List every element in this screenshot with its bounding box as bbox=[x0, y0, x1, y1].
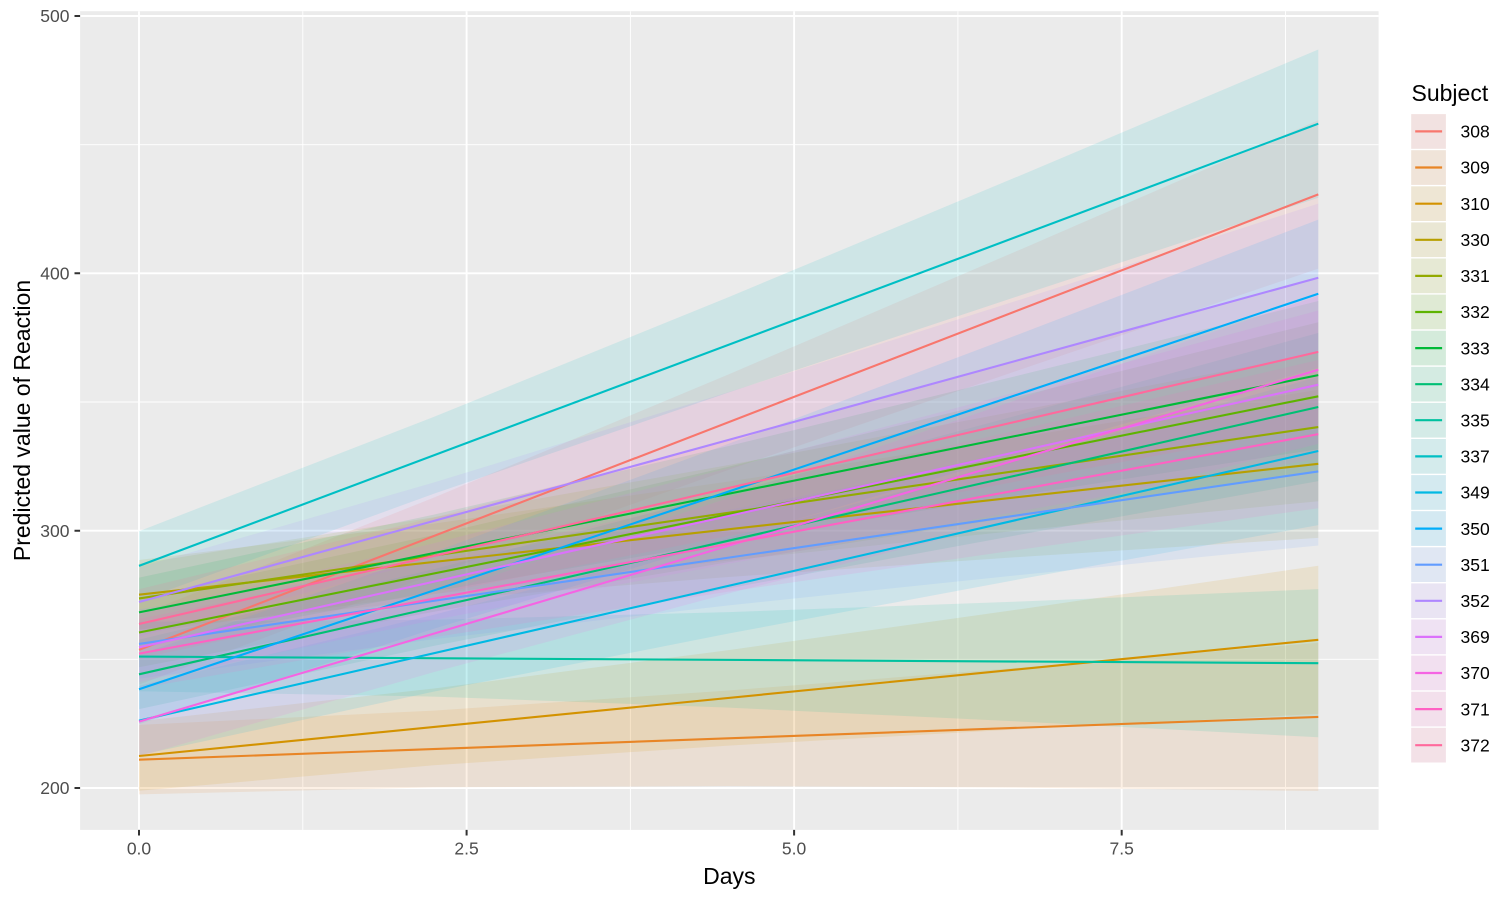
svg-text:2.5: 2.5 bbox=[454, 839, 478, 859]
svg-text:400: 400 bbox=[40, 264, 69, 284]
svg-text:Subject: Subject bbox=[1412, 80, 1489, 106]
svg-text:7.5: 7.5 bbox=[1110, 839, 1134, 859]
svg-text:334: 334 bbox=[1461, 374, 1490, 394]
svg-text:0.0: 0.0 bbox=[127, 839, 152, 859]
svg-text:350: 350 bbox=[1461, 519, 1490, 539]
svg-text:5.0: 5.0 bbox=[782, 839, 807, 859]
svg-text:331: 331 bbox=[1461, 266, 1490, 286]
svg-text:330: 330 bbox=[1461, 230, 1490, 250]
svg-text:333: 333 bbox=[1461, 338, 1490, 358]
svg-text:349: 349 bbox=[1461, 483, 1490, 503]
svg-text:369: 369 bbox=[1461, 627, 1490, 647]
svg-text:309: 309 bbox=[1461, 158, 1490, 178]
svg-text:200: 200 bbox=[40, 778, 69, 798]
svg-text:371: 371 bbox=[1461, 699, 1490, 719]
svg-text:310: 310 bbox=[1461, 194, 1490, 214]
svg-text:337: 337 bbox=[1461, 447, 1490, 467]
svg-text:308: 308 bbox=[1461, 122, 1490, 142]
svg-text:370: 370 bbox=[1461, 663, 1490, 683]
svg-text:335: 335 bbox=[1461, 410, 1490, 430]
svg-text:Days: Days bbox=[703, 863, 755, 889]
svg-text:352: 352 bbox=[1461, 591, 1490, 611]
svg-text:332: 332 bbox=[1461, 302, 1490, 322]
svg-text:300: 300 bbox=[40, 521, 69, 541]
svg-text:372: 372 bbox=[1461, 735, 1490, 755]
svg-text:351: 351 bbox=[1461, 555, 1490, 575]
svg-text:Predicted value of Reaction: Predicted value of Reaction bbox=[9, 280, 35, 561]
svg-text:500: 500 bbox=[40, 6, 69, 26]
